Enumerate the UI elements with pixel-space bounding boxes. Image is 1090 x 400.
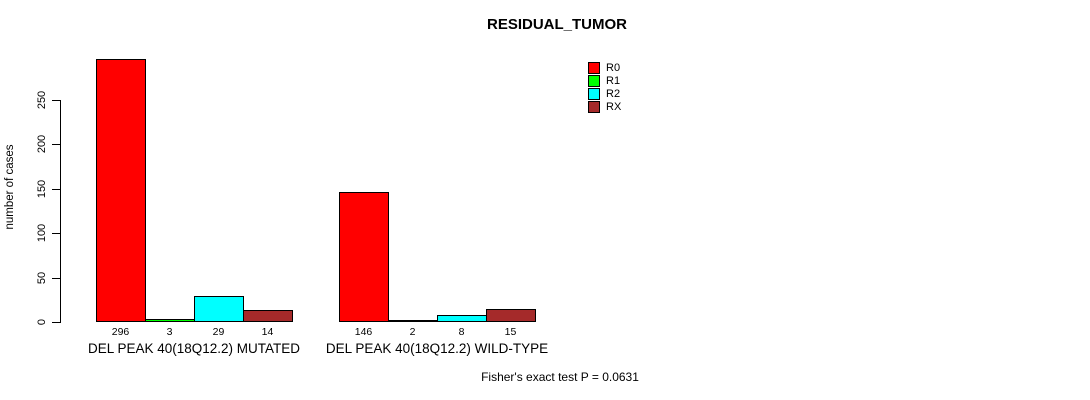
legend-item-r1: R1 (588, 74, 621, 87)
y-tick-mark (52, 322, 60, 323)
legend-item-rx: RX (588, 100, 621, 113)
bar-value-label: 14 (261, 326, 274, 338)
y-tick-label: 50 (36, 271, 48, 285)
category-label: DEL PEAK 40(18Q12.2) WILD-TYPE (325, 341, 549, 356)
bar-r1-group1 (145, 319, 195, 322)
bar-value-label: 296 (111, 326, 130, 338)
fisher-test-annotation: Fisher's exact test P = 0.0631 (481, 370, 639, 384)
y-tick-mark (52, 144, 60, 145)
legend-item-r0: R0 (588, 61, 621, 74)
bar-r0-group1 (96, 59, 146, 322)
bar-value-label: 2 (409, 326, 416, 338)
y-axis-label: number of cases (4, 144, 16, 230)
bar-value-label: 3 (166, 326, 173, 338)
bar-value-label: 146 (354, 326, 373, 338)
legend-swatch-r2 (588, 87, 600, 100)
legend-label: R0 (606, 61, 621, 74)
y-tick-mark (52, 100, 60, 101)
bar-r1-group2 (388, 320, 438, 322)
y-tick-label: 0 (36, 318, 48, 326)
legend-swatch-rx (588, 100, 600, 113)
y-axis-line (60, 100, 61, 323)
bar-rx-group1 (243, 310, 293, 322)
y-tick-mark (52, 189, 60, 190)
bar-value-label: 15 (504, 326, 517, 338)
legend-item-r2: R2 (588, 87, 621, 100)
bar-value-label: 29 (212, 326, 225, 338)
bar-r2-group1 (194, 296, 244, 322)
legend: R0 R1 R2 RX (588, 61, 621, 113)
legend-label: RX (606, 100, 622, 113)
legend-swatch-r0 (588, 61, 600, 74)
bar-value-label: 8 (458, 326, 465, 338)
legend-swatch-r1 (588, 74, 600, 87)
bar-r2-group2 (437, 315, 487, 322)
y-tick-mark (52, 233, 60, 234)
y-tick-mark (52, 278, 60, 279)
y-tick-label: 200 (36, 134, 48, 154)
y-tick-label: 250 (36, 90, 48, 110)
bar-rx-group2 (486, 309, 536, 322)
y-tick-label: 150 (36, 179, 48, 199)
chart-title: RESIDUAL_TUMOR (486, 16, 628, 33)
y-tick-label: 100 (36, 223, 48, 243)
legend-label: R2 (606, 87, 621, 100)
category-label: DEL PEAK 40(18Q12.2) MUTATED (87, 341, 301, 356)
legend-label: R1 (606, 74, 621, 87)
bar-r0-group2 (339, 192, 389, 322)
